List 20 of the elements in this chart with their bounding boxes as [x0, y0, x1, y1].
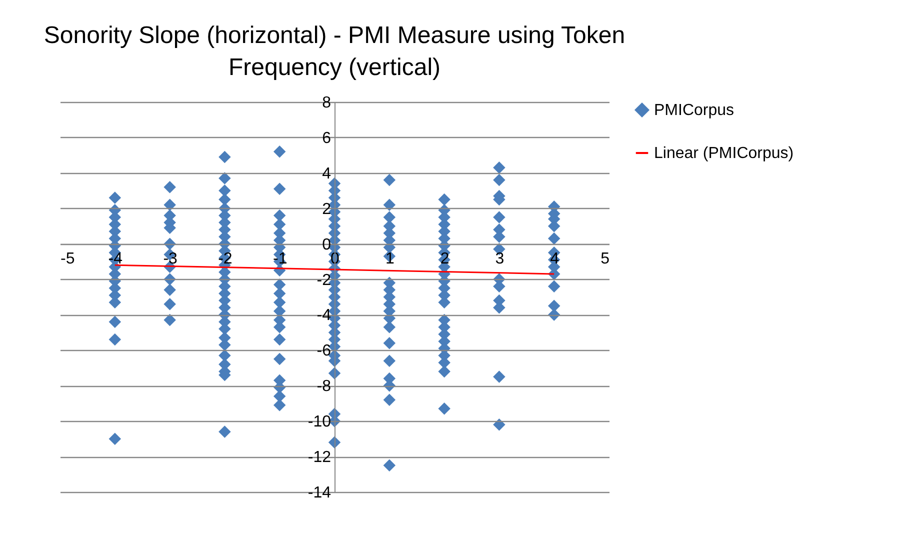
x-tick-label: -5	[60, 250, 75, 268]
y-tick-label: -14	[308, 484, 332, 502]
y-tick-label: 0	[322, 236, 332, 254]
x-tick-label: 2	[440, 250, 450, 268]
legend-label: PMICorpus	[654, 102, 734, 119]
y-tick-label: 2	[322, 200, 332, 218]
x-tick-label: 3	[495, 250, 504, 268]
y-tick-label: 6	[322, 130, 332, 147]
y-tick-label: -12	[308, 449, 332, 466]
x-tick-label: 4	[550, 250, 560, 268]
y-tick-label: -2	[316, 272, 332, 289]
legend-label: Linear (PMICorpus)	[654, 145, 794, 162]
y-tick-label: -6	[316, 342, 332, 360]
y-tick-label: -10	[308, 414, 332, 431]
y-tick-label: 4	[322, 165, 332, 182]
y-tick-label: 8	[322, 94, 332, 112]
y-tick-label: -4	[316, 307, 332, 324]
chart-title: Sonority Slope (horizontal) - PMI Measure using Token Frequency (vertical)	[44, 22, 626, 81]
y-tick-label: -8	[316, 378, 332, 396]
x-tick-label: 5	[600, 250, 610, 268]
